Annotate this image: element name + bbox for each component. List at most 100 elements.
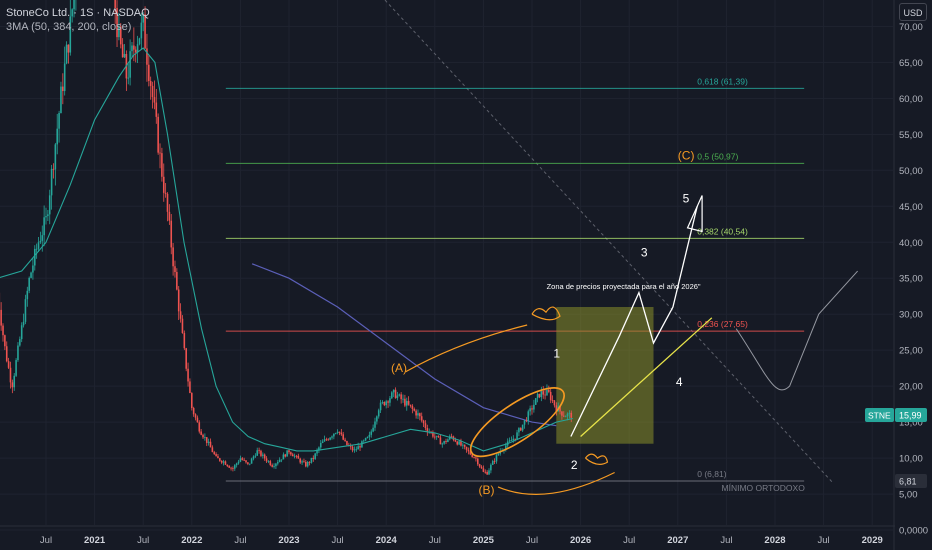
candle-body[interactable] (207, 441, 210, 443)
candle-body[interactable] (41, 235, 44, 241)
candle-body[interactable] (247, 462, 249, 464)
candle-body[interactable] (415, 410, 417, 416)
candle-body[interactable] (200, 431, 202, 435)
candle-body[interactable] (194, 414, 197, 418)
candle-body[interactable] (187, 368, 189, 382)
candle-body[interactable] (321, 441, 324, 443)
candle-body[interactable] (151, 85, 154, 98)
candle-body[interactable] (447, 439, 449, 443)
candle-body[interactable] (400, 394, 402, 400)
candle-body[interactable] (275, 463, 277, 467)
candle-body[interactable] (258, 450, 260, 452)
candle-body[interactable] (422, 420, 425, 424)
candle-body[interactable] (15, 360, 17, 376)
candle-body[interactable] (508, 440, 511, 442)
candle-body[interactable] (327, 439, 330, 441)
candle-body[interactable] (235, 463, 238, 466)
candle-body[interactable] (243, 459, 245, 461)
candle-body[interactable] (392, 389, 395, 393)
candle-body[interactable] (118, 26, 120, 38)
candle-body[interactable] (516, 432, 518, 440)
candle-body[interactable] (73, 0, 75, 10)
candle-body[interactable] (439, 437, 442, 445)
candle-body[interactable] (224, 461, 227, 465)
candle-body[interactable] (189, 381, 191, 393)
candle-body[interactable] (133, 45, 135, 50)
candle-body[interactable] (458, 441, 460, 445)
candle-body[interactable] (161, 153, 163, 177)
candle-body[interactable] (39, 240, 42, 243)
candle-body[interactable] (204, 437, 206, 438)
candle-body[interactable] (493, 461, 496, 462)
candle-body[interactable] (536, 393, 539, 399)
candle-body[interactable] (495, 455, 498, 462)
candle-body[interactable] (342, 434, 345, 440)
candle-body[interactable] (450, 436, 453, 438)
candle-body[interactable] (228, 466, 230, 468)
candle-body[interactable] (559, 406, 561, 412)
candle-body[interactable] (295, 455, 298, 457)
candle-body[interactable] (385, 401, 387, 406)
candle-body[interactable] (329, 437, 331, 440)
candle-body[interactable] (252, 456, 255, 459)
candle-body[interactable] (45, 216, 47, 218)
candle-body[interactable] (308, 462, 311, 463)
candle-body[interactable] (278, 459, 281, 463)
candle-body[interactable] (357, 446, 359, 450)
candle-body[interactable] (478, 464, 481, 467)
candle-body[interactable] (467, 449, 470, 452)
candle-body[interactable] (116, 7, 118, 38)
candle-body[interactable] (209, 441, 212, 448)
candle-body[interactable] (276, 462, 279, 464)
candle-body[interactable] (166, 193, 169, 212)
indicator-legend[interactable]: 3MA (50, 384, 200, close) (6, 21, 132, 33)
candle-body[interactable] (7, 361, 10, 368)
candle-body[interactable] (290, 452, 292, 455)
candle-body[interactable] (185, 348, 187, 369)
candle-body[interactable] (394, 389, 397, 399)
candle-body[interactable] (548, 389, 550, 392)
candle-body[interactable] (361, 441, 363, 448)
candle-body[interactable] (437, 435, 440, 438)
candle-body[interactable] (299, 458, 302, 463)
projection-path-white[interactable] (570, 206, 698, 437)
candle-body[interactable] (519, 428, 522, 431)
candle-body[interactable] (142, 14, 144, 23)
candle-body[interactable] (263, 454, 266, 459)
candle-body[interactable] (254, 455, 257, 457)
candle-body[interactable] (314, 453, 316, 459)
candle-body[interactable] (336, 431, 339, 433)
candle-body[interactable] (398, 394, 401, 396)
candle-body[interactable] (256, 450, 259, 456)
candle-body[interactable] (60, 86, 62, 114)
candle-body[interactable] (24, 299, 27, 322)
candle-body[interactable] (138, 38, 141, 45)
candle-body[interactable] (205, 437, 208, 443)
orange-scribble-a[interactable] (531, 306, 561, 321)
candle-body[interactable] (454, 439, 457, 442)
candle-body[interactable] (146, 48, 148, 65)
candle-body[interactable] (355, 449, 358, 451)
candle-body[interactable] (239, 458, 242, 462)
candle-body[interactable] (566, 413, 569, 417)
candle-body[interactable] (271, 465, 273, 467)
candle-body[interactable] (469, 451, 472, 455)
candle-body[interactable] (35, 248, 38, 250)
candle-body[interactable] (215, 454, 217, 457)
candle-body[interactable] (334, 432, 337, 434)
candle-body[interactable] (273, 466, 275, 467)
candle-body[interactable] (37, 242, 40, 249)
candle-body[interactable] (316, 450, 318, 454)
candle-body[interactable] (280, 459, 283, 461)
candle-body[interactable] (20, 325, 23, 340)
candle-body[interactable] (512, 438, 515, 441)
candle-body[interactable] (62, 86, 64, 92)
candle-body[interactable] (546, 389, 548, 396)
candle-body[interactable] (353, 449, 356, 451)
candle-body[interactable] (213, 452, 216, 455)
candle-body[interactable] (168, 211, 171, 221)
candle-body[interactable] (33, 248, 36, 266)
candle-body[interactable] (351, 446, 354, 451)
candle-body[interactable] (564, 416, 567, 418)
candle-body[interactable] (140, 22, 143, 39)
